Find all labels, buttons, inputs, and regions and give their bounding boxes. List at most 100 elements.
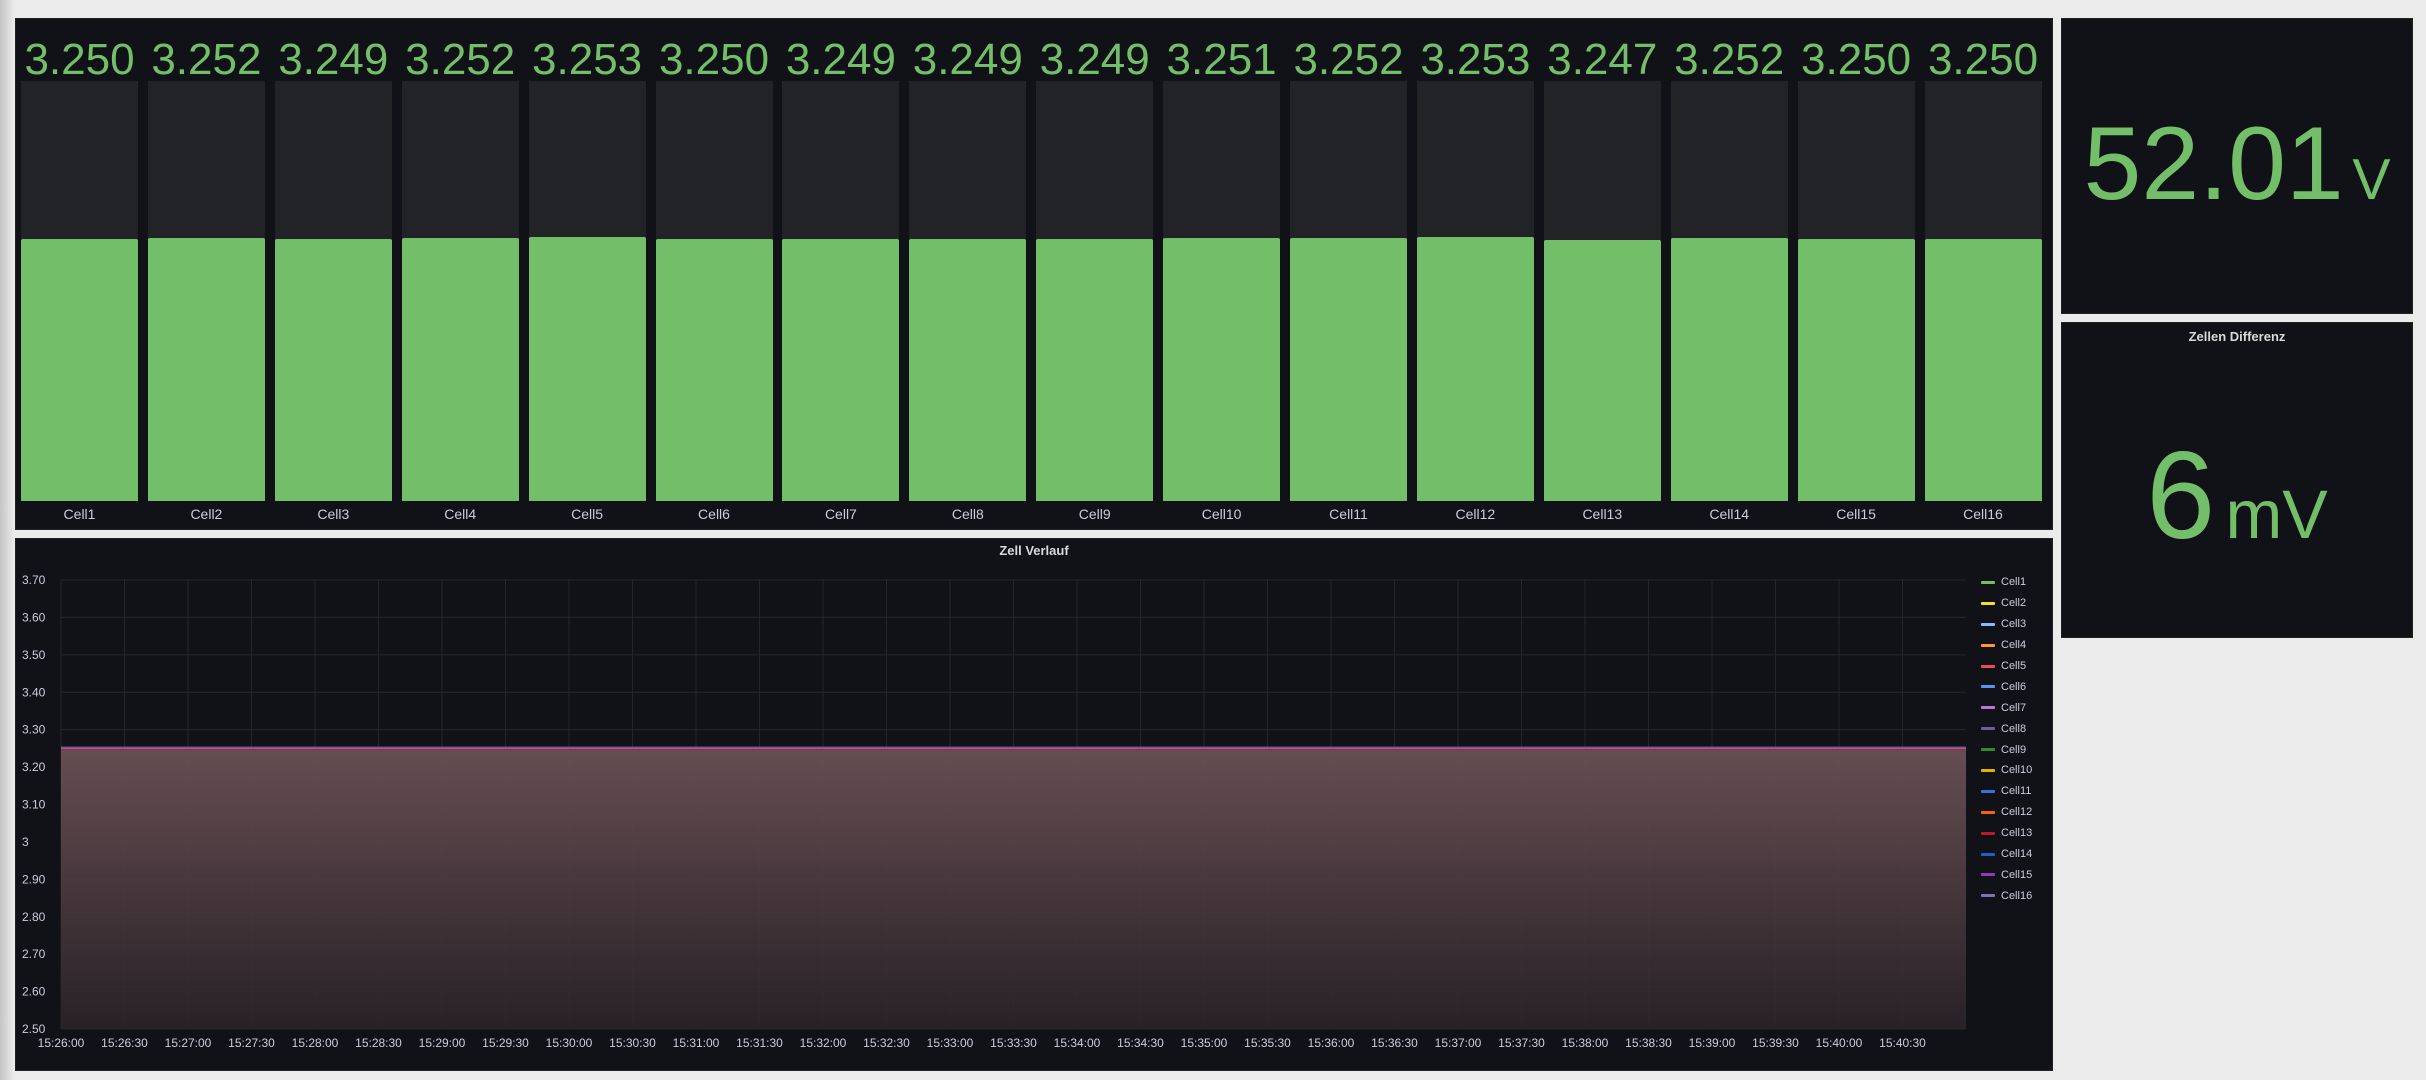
y-tick-label: 3.60 (22, 610, 46, 624)
legend-label: Cell9 (2001, 743, 2027, 756)
y-tick-label: 3.70 (22, 573, 46, 587)
legend-item[interactable]: Cell1 (1981, 572, 2051, 593)
cell-bar-track (1036, 81, 1154, 501)
cell-bar-fill (909, 238, 1027, 501)
x-tick-label: 15:40:00 (1816, 1036, 1863, 1050)
x-tick-label: 15:37:30 (1498, 1036, 1545, 1050)
legend-label: Cell1 (2001, 576, 2027, 589)
legend-label: Cell10 (2001, 764, 2033, 777)
x-tick-label: 15:29:00 (419, 1036, 466, 1050)
cell-value: 3.253 (1420, 35, 1531, 84)
cell-value: 3.252 (1293, 35, 1404, 84)
cell-label: Cell12 (1455, 506, 1496, 522)
legend-swatch (1981, 664, 1995, 668)
legend-swatch (1981, 831, 1995, 835)
chart-area-fill (61, 747, 1966, 1029)
cell-bar-track (782, 81, 900, 501)
cell-bar-fill (1924, 238, 2042, 501)
cell-label: Cell10 (1201, 506, 1242, 522)
cell-bar-track (1416, 81, 1534, 501)
legend-item[interactable]: Cell8 (1981, 718, 2051, 739)
y-tick-label: 2.90 (22, 872, 46, 886)
legend-item[interactable]: Cell16 (1981, 885, 2051, 906)
legend-swatch (1981, 727, 1995, 731)
cell-bar-track (655, 81, 773, 501)
total-voltage-number: 52.01 (2083, 106, 2344, 222)
legend-item[interactable]: Cell14 (1981, 844, 2051, 865)
cell-value: 3.249 (912, 35, 1023, 84)
x-tick-label: 15:26:30 (101, 1036, 148, 1050)
cell-value: 3.249 (785, 35, 896, 84)
legend-swatch (1981, 748, 1995, 752)
cell-bar-fill (1036, 238, 1154, 501)
y-tick-label: 3.10 (22, 798, 46, 812)
cell-value: 3.253 (532, 35, 643, 84)
cell-voltage-bar-gauge-panel[interactable]: 3.250 Cell1 3.252 Cell2 3.249 Cell3 3.252 Cell4… (15, 18, 2053, 530)
cell-difference-unit: mV (2225, 477, 2328, 553)
cell-bar-track (274, 81, 392, 501)
cell-history-chart[interactable]: 3.70 3.60 3.50 3.40 3.30 3.20 3.10 3 2.90 2.80 2.7… (16, 539, 2052, 1070)
legend-item[interactable]: Cell11 (1981, 781, 2051, 802)
cell-history-chart-panel[interactable]: Zell Verlauf 3.70 3.60 3.50 3.40 3.30 3.20 3.1… (15, 538, 2053, 1071)
legend-item[interactable]: Cell15 (1981, 864, 2051, 885)
cell-bar-fill (1163, 238, 1281, 501)
cell-label: Cell14 (1709, 506, 1750, 522)
cell-label: Cell5 (571, 506, 604, 522)
legend-item[interactable]: Cell3 (1981, 614, 2051, 635)
cell-value: 3.249 (1039, 35, 1150, 84)
cell-bar-fill (655, 238, 773, 501)
x-tick-label: 15:35:30 (1244, 1036, 1291, 1050)
cell-bar-track (909, 81, 1027, 501)
total-voltage-stat-panel[interactable]: 52.01 V (2061, 18, 2413, 314)
x-tick-label: 15:34:00 (1054, 1036, 1101, 1050)
chart-legend: Cell1 Cell2 Cell3 Cell4 Cell5 Cell6 Cell7 Cell8… (1981, 572, 2051, 906)
legend-item[interactable]: Cell6 (1981, 676, 2051, 697)
legend-label: Cell2 (2001, 597, 2027, 610)
x-tick-label: 15:30:30 (609, 1036, 656, 1050)
legend-item[interactable]: Cell2 (1981, 593, 2051, 614)
cell-bar-fill (21, 238, 138, 501)
cell-value: 3.250 (658, 35, 770, 84)
cell-difference-stat-panel[interactable]: Zellen Differenz 6 mV (2061, 322, 2413, 638)
y-tick-label: 3.20 (22, 760, 46, 774)
legend-item[interactable]: Cell10 (1981, 760, 2051, 781)
chart-title[interactable]: Zell Verlauf (999, 543, 1069, 558)
legend-item[interactable]: Cell9 (1981, 739, 2051, 760)
legend-item[interactable]: Cell5 (1981, 656, 2051, 677)
cell-label: Cell3 (317, 506, 350, 522)
cell-label: Cell13 (1582, 506, 1623, 522)
cell-value: 3.250 (1801, 35, 1912, 84)
cell-bar-fill (1670, 237, 1788, 501)
legend-swatch (1981, 601, 1995, 605)
x-tick-label: 15:29:30 (482, 1036, 529, 1050)
x-tick-label: 15:33:00 (927, 1036, 974, 1050)
legend-item[interactable]: Cell13 (1981, 823, 2051, 844)
legend-label: Cell6 (2001, 680, 2027, 693)
legend-label: Cell14 (2001, 848, 2033, 861)
legend-item[interactable]: Cell4 (1981, 635, 2051, 656)
x-tick-label: 15:27:30 (228, 1036, 275, 1050)
legend-label: Cell4 (2001, 639, 2027, 652)
cell-value: 3.250 (1927, 35, 2039, 84)
y-tick-label: 2.50 (22, 1022, 46, 1036)
legend-label: Cell13 (2001, 827, 2033, 840)
cell-bar-fill (528, 237, 646, 501)
cell-bar-track (1797, 81, 1915, 501)
x-tick-label: 15:30:00 (546, 1036, 593, 1050)
cell-difference-number: 6 (2146, 427, 2216, 565)
cell-bar-track (1543, 81, 1661, 501)
legend-item[interactable]: Cell12 (1981, 802, 2051, 823)
legend-label: Cell16 (2001, 889, 2033, 902)
y-tick-label: 2.80 (22, 910, 46, 924)
cell-bar-track (1670, 81, 1788, 501)
cell-value: 3.249 (278, 35, 389, 84)
x-tick-label: 15:32:30 (863, 1036, 910, 1050)
cell-bar-fill (1290, 237, 1407, 501)
legend-label: Cell3 (2001, 618, 2027, 631)
cell-difference-title[interactable]: Zellen Differenz (2188, 329, 2286, 344)
legend-item[interactable]: Cell7 (1981, 697, 2051, 718)
total-voltage-unit: V (2352, 148, 2391, 212)
y-tick-label: 3 (22, 835, 29, 849)
legend-swatch (1981, 643, 1995, 647)
cell-bar-fill (782, 238, 900, 501)
